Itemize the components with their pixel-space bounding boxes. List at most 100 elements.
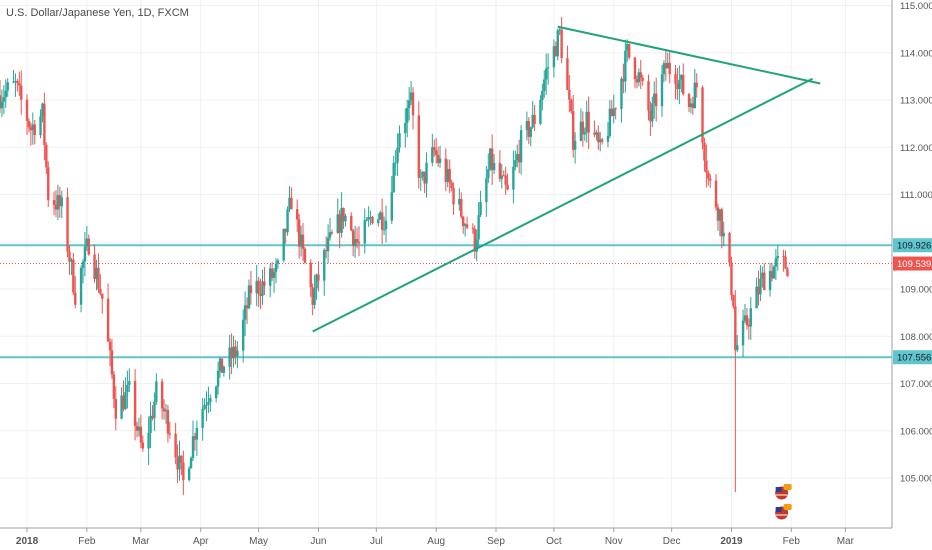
candle-body [506, 184, 509, 190]
candle-body [288, 197, 291, 210]
candle-body [33, 124, 36, 136]
candle-body [135, 425, 139, 431]
candle-body [579, 121, 583, 141]
candle-body [423, 171, 426, 184]
candle-body [436, 154, 440, 163]
candle-body [6, 82, 9, 91]
candle-body [326, 237, 330, 252]
trendline-rising-support [312, 77, 813, 333]
candle-body [241, 319, 245, 351]
candle-body [543, 79, 546, 91]
candle-body [230, 347, 233, 359]
candle-body [309, 262, 312, 288]
x-tick-label: Feb [78, 536, 96, 547]
current-price-tag [893, 256, 932, 271]
candle-body [768, 271, 772, 291]
candle-body [68, 251, 71, 262]
candle-body [446, 168, 449, 182]
candle-body [106, 298, 110, 342]
event-marker[interactable] [774, 484, 792, 501]
candle-body [516, 153, 519, 161]
y-tick-label: 109.000 [900, 285, 932, 296]
candle-body [249, 285, 253, 294]
candle-body [390, 192, 393, 221]
candle-body [12, 81, 15, 83]
candle-body [421, 171, 424, 177]
candle-body [637, 72, 641, 83]
candle-body [205, 404, 208, 406]
candle-body [168, 433, 172, 435]
candle-body [259, 293, 262, 296]
candle-body [736, 345, 739, 351]
candle-body [608, 108, 612, 136]
candle-body [465, 224, 469, 228]
level-price-tag-label: 109.926 [897, 241, 931, 252]
candle-body [81, 261, 85, 269]
candle-body [128, 381, 131, 386]
candle-body [720, 209, 724, 237]
candle-body [709, 178, 712, 181]
candle-body [759, 278, 762, 295]
x-tick-label: Sep [487, 536, 505, 547]
candle-body [270, 268, 274, 278]
candle-body [272, 271, 276, 278]
candle-body [56, 195, 60, 210]
current-price-tag-label: 109.539 [897, 259, 931, 270]
candle-body [627, 43, 631, 58]
candle-body [745, 315, 749, 326]
candle-body [222, 366, 226, 373]
candle-body [66, 197, 69, 252]
candle-body [269, 268, 272, 286]
candle-body [87, 238, 90, 255]
candle-body [570, 99, 573, 112]
candle-body [585, 111, 588, 133]
candle-body [599, 139, 602, 143]
candle-body [261, 281, 264, 296]
candle-body [784, 256, 787, 269]
candle-body [458, 198, 461, 205]
y-tick-label: 107.000 [900, 379, 932, 390]
candle-body [743, 315, 747, 321]
candle-body [714, 180, 718, 208]
event-marker[interactable] [774, 504, 792, 521]
candle-body [651, 103, 654, 122]
candle-body [350, 215, 353, 231]
x-tick-label: Apr [193, 536, 209, 547]
candle-body [689, 103, 693, 108]
candle-body [732, 294, 735, 307]
candle-body [552, 46, 556, 68]
candle-body [641, 77, 644, 82]
candle-body [126, 385, 129, 393]
candle-body [556, 30, 559, 57]
candle-body [741, 320, 745, 346]
candle-body [531, 114, 534, 128]
candle-body [255, 280, 258, 294]
candle-body [330, 232, 334, 234]
candle-body [380, 212, 384, 230]
candle-body [97, 267, 100, 290]
candle-body [353, 239, 357, 246]
candle-body [166, 409, 170, 434]
candle-body [54, 204, 58, 210]
candle-body [232, 346, 235, 359]
candle-body [14, 81, 17, 83]
candle-body [245, 305, 249, 309]
candle-body [517, 153, 521, 163]
candle-body [757, 286, 760, 295]
chart-title: U.S. Dollar/Japanese Yen, 1D, FXCM [6, 7, 189, 19]
candle-body [220, 358, 224, 373]
y-tick-label: 108.000 [900, 332, 932, 343]
candle-body [110, 350, 114, 375]
candle-body [290, 197, 293, 210]
candle-body [0, 101, 4, 109]
candle-body [195, 427, 199, 440]
candle-body [504, 175, 507, 185]
candle-body [546, 67, 550, 69]
candle-body [228, 347, 231, 367]
candle-body [533, 114, 536, 124]
candle-body [124, 392, 127, 410]
candle-body [296, 209, 299, 220]
candle-body [382, 229, 386, 231]
candle-body [236, 350, 239, 357]
candle-body [114, 398, 117, 419]
